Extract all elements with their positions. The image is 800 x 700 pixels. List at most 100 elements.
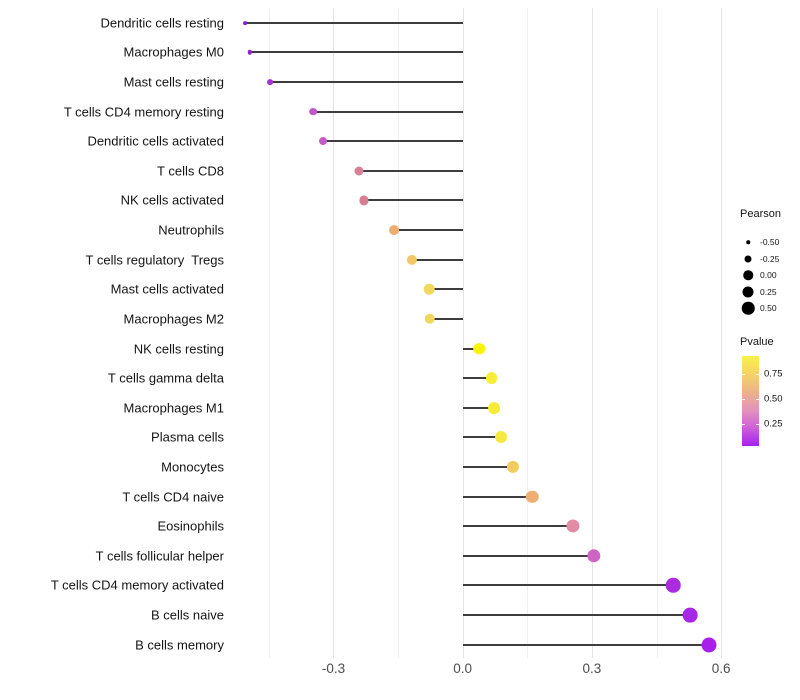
lollipop-dot [488,401,501,414]
category-label: T cells CD4 memory activated [50,577,224,593]
lollipop-dot [701,637,717,653]
legend-color-title: Pvalue [740,336,774,348]
lollipop-stem [462,347,480,350]
major-gridline [333,8,335,658]
lollipop-dot [354,166,364,176]
colorbar-notch [756,399,759,400]
lollipop-stem [313,110,463,113]
lollipop-stem [462,584,674,587]
category-label: T cells gamma delta [107,370,224,386]
legend-colorbar-tick-label: 0.75 [764,368,783,380]
category-label: NK cells resting [133,341,224,357]
lollipop-stem [462,377,492,380]
legend-size-label: -0.50 [760,237,780,247]
lollipop-dot [389,225,400,235]
legend-size-dot [746,240,750,244]
lollipop-dot [424,313,435,325]
category-label: Eosinophils [157,518,225,534]
lollipop-dot [526,490,539,503]
lollipop-dot [666,578,681,593]
lollipop-dot [495,431,508,444]
lollipop-stem [429,288,463,291]
category-label: NK cells activated [120,192,224,208]
lollipop-dot [485,372,498,385]
minor-gridline [656,8,658,658]
legend-size-dot [744,255,752,262]
major-gridline [721,8,723,658]
legend-colorbar-tick-label: 0.25 [764,418,783,430]
lollipop-stem [429,317,463,320]
minor-gridline [527,8,529,658]
x-tick-label: -0.3 [321,661,346,676]
category-label: T cells follicular helper [95,548,224,564]
category-label: Macrophages M2 [123,311,224,327]
category-label: T cells CD4 naive [122,489,224,505]
lollipop-dot [566,519,580,533]
lollipop-stem [462,495,533,498]
legend-size-label: 0.50 [760,303,777,313]
colorbar-notch [756,424,759,425]
category-label: B cells naive [151,607,224,623]
lollipop-stem [462,466,514,468]
lollipop-stem [462,436,502,439]
lollipop-dot [586,549,601,563]
category-label: Mast cells activated [110,281,224,297]
category-label: Dendritic cells activated [87,133,224,149]
colorbar-notch [742,399,745,400]
lollipop-stem [394,229,463,232]
major-gridline [591,8,593,658]
category-label: Macrophages M1 [123,400,224,416]
lollipop-dot [266,79,273,85]
legend-size-dot [743,270,753,280]
category-label: Dendritic cells resting [100,15,224,31]
category-label: Plasma cells [151,429,224,445]
legend-colorbar-tick-label: 0.50 [764,393,783,405]
lollipop-dot [682,607,698,623]
lollipop-stem [249,51,463,54]
lollipop-stem [359,169,463,172]
legend-size-dot [742,286,754,297]
category-label: T cells regulatory Tregs [85,252,224,268]
category-label: T cells CD4 memory resting [63,104,224,120]
lollipop-stem [462,614,691,617]
category-label: Monocytes [161,459,224,475]
minor-gridline [268,8,270,658]
legend-size-label: 0.25 [760,286,777,297]
category-label: Macrophages M0 [123,44,224,60]
lollipop-dot [309,107,318,116]
lollipop-dot [507,460,520,474]
minor-gridline [398,8,400,658]
lollipop-stem [322,140,463,143]
lollipop-stem [462,406,495,409]
x-tick-label: 0.6 [711,661,731,676]
legend-size-label: 0.00 [760,270,777,280]
category-label: T cells CD8 [157,163,224,179]
legend-size-title: Pearson [740,208,781,220]
lollipop-dot [406,254,417,265]
legend-size-label: -0.25 [760,253,780,264]
category-label: B cells memory [135,637,224,653]
colorbar-notch [742,374,745,375]
x-tick-label: 0.0 [453,661,473,676]
lollipop-dot [423,283,435,295]
lollipop-dot [243,20,248,25]
lollipop-stem [462,525,574,528]
category-label: Mast cells resting [123,74,224,90]
lollipop-stem [363,199,463,202]
category-label: Neutrophils [158,222,224,238]
lollipop-stem [462,554,594,557]
lollipop-stem [462,643,709,646]
legend-colorbar [742,356,759,446]
lollipop-dot [473,342,486,355]
colorbar-notch [756,374,759,375]
lollipop-dot [359,195,369,205]
lollipop-stem [411,258,463,261]
lollipop-stem [269,80,463,83]
major-gridline [462,8,464,658]
legend-size-dot [741,301,755,315]
lollipop-dot [247,50,252,55]
colorbar-notch [742,424,745,425]
lollipop-stem [245,21,463,24]
lollipop-dot [318,137,327,146]
